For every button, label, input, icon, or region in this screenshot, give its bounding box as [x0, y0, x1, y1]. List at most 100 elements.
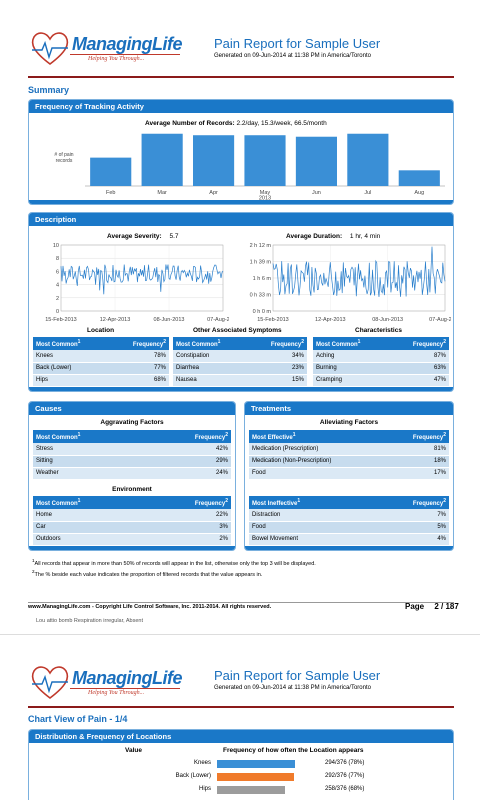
table-row: Cramping 47% — [313, 374, 449, 387]
tick-label: Mar — [157, 190, 167, 196]
page-number: Page 2 / 187 — [405, 602, 459, 611]
table-row: Food 5% — [249, 521, 449, 534]
table-row: Outdoors 2% — [33, 533, 231, 546]
brand-name: ManagingLife — [72, 34, 183, 54]
characteristics-head-name: Most Common1 — [313, 337, 390, 350]
avg-severity-value: 5.7 — [169, 233, 179, 240]
report-generated: Generated on 09-Jun-2014 at 11:38 PM in … — [214, 53, 371, 59]
tick-label: Feb — [106, 190, 115, 196]
y-tick-label: 1 h 39 m — [250, 260, 272, 266]
avg-records-label: Average Number of Records: — [145, 120, 235, 127]
duration-line-chart: 0 h 0 m 0 h 33 m 1 h 6 m 1 h 39 m 2 h 12 m 15… — [250, 243, 451, 323]
brand-tagline: Helping You Through... — [88, 690, 145, 696]
y-tick-label: 4 — [56, 283, 59, 289]
ineffective-table: Most Ineffective1 Frequency2 Distraction 7… — [249, 496, 449, 546]
locations-col-freq: Frequency of how often the Location appe… — [223, 747, 364, 754]
y-tick-label: 0 — [56, 309, 59, 315]
report-page-3: ManagingLife Helping You Through... Pain… — [0, 646, 480, 800]
table-row: Home 22% — [33, 509, 231, 522]
x-tick-label: 07-Aug-2013 — [429, 317, 451, 323]
page-gap — [0, 634, 480, 646]
table-row: Nausea 15% — [173, 374, 307, 387]
y-tick-label: 2 h 12 m — [250, 243, 272, 249]
alleviating-table: Most Effective1 Frequency2 Medication (Pr… — [249, 430, 449, 480]
aggravating-head-name: Most Common1 — [33, 430, 145, 443]
bar — [90, 157, 132, 186]
avg-severity-label: Average Severity: — [107, 233, 162, 240]
table-row: Aching 87% — [313, 350, 449, 363]
y-tick-label: 1 h 6 m — [253, 276, 272, 282]
symptoms-head-freq: Frequency2 — [248, 337, 307, 350]
bar — [398, 170, 440, 186]
x-tick-label: 08-Jun-2013 — [372, 317, 403, 323]
locations-col-value: Value — [125, 747, 142, 754]
header-divider — [28, 706, 454, 708]
heart-logo-icon — [31, 32, 69, 66]
location-label: Hips — [198, 786, 211, 792]
tick-label: May — [260, 190, 271, 196]
cut-off-text: Lou attio bomb Respiration irregular, Ab… — [36, 618, 144, 624]
table-row: Stress 42% — [33, 443, 231, 456]
causes-panel-footer — [29, 546, 235, 550]
tracking-panel-title: Frequency of Tracking Activity — [29, 100, 453, 113]
report-title: Pain Report for Sample User — [214, 668, 381, 683]
location-head-name: Most Common1 — [33, 337, 110, 350]
bar — [295, 136, 337, 186]
symptoms-head-name: Most Common1 — [173, 337, 249, 350]
location-head-freq: Frequency2 — [109, 337, 169, 350]
treatments-panel: Treatments Alleviating Factors Most Effe… — [244, 401, 454, 551]
tick-label: Apr — [209, 190, 218, 196]
y-tick-label: 6 — [56, 269, 59, 275]
brand-tagline: Helping You Through... — [88, 56, 145, 62]
location-label: Knees — [193, 760, 211, 766]
brand-name: ManagingLife — [72, 668, 183, 688]
x-tick-label: 07-Aug-2013 — [207, 317, 229, 323]
bar — [347, 133, 389, 186]
environment-head-freq: Frequency2 — [144, 496, 231, 509]
location-title: Location — [87, 327, 115, 334]
plot-frame — [272, 244, 446, 312]
footnote-1: 1All records that appear in more than 50… — [32, 558, 316, 567]
footer-divider — [28, 602, 454, 603]
brand-underline — [70, 54, 180, 55]
table-row: Back (Lower) 77% — [33, 362, 169, 375]
avg-records: Average Number of Records: 2.2/day, 15.3… — [145, 120, 327, 127]
tracking-bar-chart: Feb Mar Apr May Jun Jul Aug 2013 — [85, 133, 445, 200]
avg-severity: Average Severity: 5.7 — [107, 233, 179, 240]
aggravating-head-freq: Frequency2 — [144, 430, 231, 443]
y-tick-label: 0 h 0 m — [253, 309, 272, 315]
tracking-panel: Frequency of Tracking Activity Average N… — [28, 99, 454, 205]
location-value-label: 294/376 (78%) — [325, 760, 365, 766]
location-value-label: 258/376 (68%) — [325, 786, 365, 792]
series-line — [272, 246, 446, 297]
table-row: Medication (Non-Prescription) 18% — [249, 455, 449, 468]
tick-label: Jul — [364, 190, 371, 196]
location-table: Most Common1 Frequency2 Knees 78% Back (Lo… — [33, 337, 169, 387]
y-tick-label: 10 — [53, 243, 59, 249]
environment-table: Most Common1 Frequency2 Home 22% Car 3% Out… — [33, 496, 231, 546]
avg-duration-value: 1 hr, 4 min — [349, 233, 381, 240]
tick-label: Jun — [312, 190, 321, 196]
table-row: Weather 24% — [33, 467, 231, 480]
table-row: Burning 63% — [313, 362, 449, 375]
environment-head-name: Most Common1 — [33, 496, 145, 509]
plot-frame — [60, 244, 224, 312]
environment-title: Environment — [112, 486, 152, 493]
x-tick-label: 15-Feb-2013 — [257, 317, 289, 323]
locations-panel: Distribution & Frequency of Locations Va… — [28, 729, 454, 800]
locations-panel-title: Distribution & Frequency of Locations — [29, 730, 453, 743]
table-row: Food 17% — [249, 467, 449, 480]
tracking-panel-footer — [29, 200, 453, 204]
symptoms-table: Most Common1 Frequency2 Constipation 34% D… — [173, 337, 307, 387]
avg-duration-label: Average Duration: — [286, 233, 343, 240]
y-tick-label: 2 — [56, 296, 59, 302]
severity-line-chart: 0 2 4 6 8 10 15-Feb-2013 12-Apr-2013 08-Jun-2013… — [45, 243, 229, 323]
x-tick-label: 12-Apr-2013 — [315, 317, 346, 323]
page-header: ManagingLife Helping You Through... Pain… — [0, 0, 480, 66]
causes-panel: Causes Aggravating Factors Most Common1 F… — [28, 401, 236, 551]
page-value: 2 / 187 — [434, 602, 459, 611]
ineffective-head-name: Most Ineffective1 — [249, 496, 366, 509]
table-row: Knees 78% — [33, 350, 169, 363]
x-tick-label: 12-Apr-2013 — [100, 317, 131, 323]
treatments-panel-footer — [245, 546, 453, 550]
